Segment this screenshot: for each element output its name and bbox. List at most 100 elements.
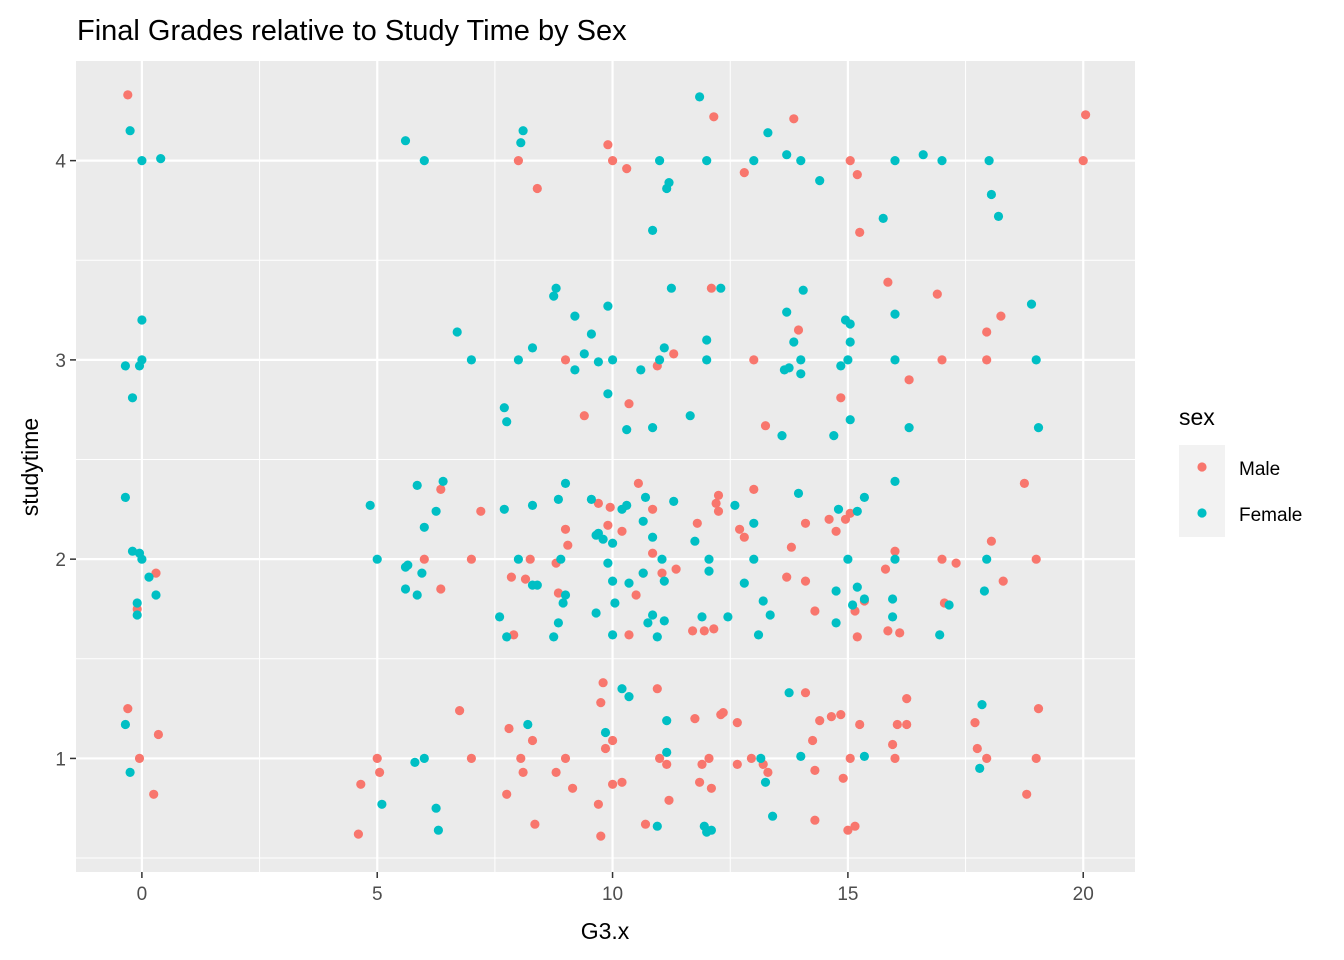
data-point-female — [1026, 299, 1037, 309]
data-point-female — [556, 554, 566, 564]
data-point-male — [631, 590, 641, 600]
data-point-male — [553, 588, 564, 598]
data-point-male — [808, 735, 818, 746]
data-point-male — [598, 678, 608, 688]
data-point-female — [417, 568, 427, 578]
data-point-female — [760, 777, 771, 787]
data-point-male — [800, 576, 811, 586]
data-point-female — [608, 355, 618, 365]
y-tick-label: 3 — [55, 351, 66, 372]
data-point-male — [608, 735, 618, 746]
data-point-female — [431, 506, 441, 516]
data-point-male — [890, 546, 900, 556]
data-point-female — [638, 516, 648, 526]
data-point-female — [833, 504, 844, 514]
data-point-female — [127, 546, 138, 556]
data-point-male — [735, 524, 745, 534]
data-point-male — [476, 506, 486, 516]
data-point-female — [513, 355, 524, 365]
data-point-male — [563, 540, 573, 550]
data-point-female — [400, 136, 411, 146]
data-point-female — [586, 329, 597, 339]
data-point-female — [603, 558, 613, 568]
data-point-female — [400, 584, 411, 594]
data-point-female — [796, 751, 806, 762]
data-point-female — [648, 225, 658, 235]
data-point-female — [655, 156, 665, 166]
data-point-female — [591, 608, 601, 618]
data-point-female — [622, 425, 632, 435]
data-point-male — [815, 716, 825, 726]
data-point-female — [758, 596, 768, 606]
data-point-female — [993, 211, 1004, 221]
data-point-male — [890, 753, 900, 764]
data-point-female — [553, 494, 564, 504]
data-point-female — [843, 554, 853, 564]
data-point-male — [713, 490, 724, 500]
data-point-female — [419, 522, 429, 532]
data-point-male — [652, 684, 662, 694]
data-point-female — [768, 811, 778, 821]
legend-label-male: Male — [1239, 459, 1280, 480]
data-point-female — [419, 156, 429, 166]
data-point-male — [760, 421, 771, 431]
data-point-female — [624, 692, 634, 702]
data-point-female — [888, 612, 898, 622]
data-point-female — [777, 431, 787, 441]
data-point-female — [657, 554, 667, 564]
data-point-male — [375, 767, 385, 778]
data-point-male — [509, 630, 519, 640]
x-tick-label: 0 — [137, 884, 148, 905]
data-point-female — [452, 327, 462, 337]
data-point-female — [704, 554, 714, 564]
data-point-female — [551, 283, 561, 293]
data-point-male — [732, 759, 742, 770]
data-point-male — [605, 502, 615, 512]
data-point-male — [655, 753, 665, 764]
legend-key-female — [1197, 508, 1207, 518]
data-point-female — [640, 492, 651, 502]
data-point-male — [1078, 156, 1088, 166]
data-point-female — [979, 586, 990, 596]
data-point-male — [648, 548, 658, 558]
data-point-male — [972, 743, 982, 754]
data-point-female — [796, 156, 806, 166]
data-point-male — [516, 753, 526, 764]
data-point-male — [690, 714, 700, 724]
data-point-female — [784, 688, 794, 698]
x-tick-label: 15 — [837, 884, 858, 905]
data-point-male — [664, 795, 674, 805]
data-point-female — [702, 156, 712, 166]
data-point-female — [137, 554, 147, 564]
data-point-female — [655, 355, 665, 365]
data-point-female — [377, 799, 387, 809]
data-point-female — [132, 598, 142, 608]
data-point-female — [610, 598, 620, 608]
data-point-female — [843, 355, 853, 365]
data-point-male — [671, 564, 681, 574]
data-point-female — [137, 315, 147, 325]
legend-label-female: Female — [1239, 505, 1302, 526]
data-point-female — [730, 500, 740, 510]
data-point-female — [829, 431, 839, 441]
data-point-male — [513, 156, 524, 166]
data-point-female — [793, 488, 804, 498]
data-point-female — [765, 610, 775, 620]
data-point-female — [120, 719, 130, 730]
data-point-female — [716, 283, 726, 293]
data-point-female — [144, 572, 154, 582]
data-point-male — [560, 355, 571, 365]
data-point-male — [746, 753, 757, 764]
x-tick-label: 20 — [1073, 884, 1094, 905]
data-point-female — [125, 126, 135, 136]
data-point-female — [662, 747, 672, 758]
data-point-male — [888, 739, 898, 750]
data-point-female — [697, 612, 707, 622]
data-point-male — [596, 698, 606, 708]
data-point-female — [662, 716, 672, 726]
data-point-female — [438, 476, 448, 486]
data-point-male — [996, 311, 1006, 321]
data-point-female — [624, 578, 634, 588]
data-point-male — [845, 508, 855, 518]
data-point-male — [810, 606, 820, 616]
